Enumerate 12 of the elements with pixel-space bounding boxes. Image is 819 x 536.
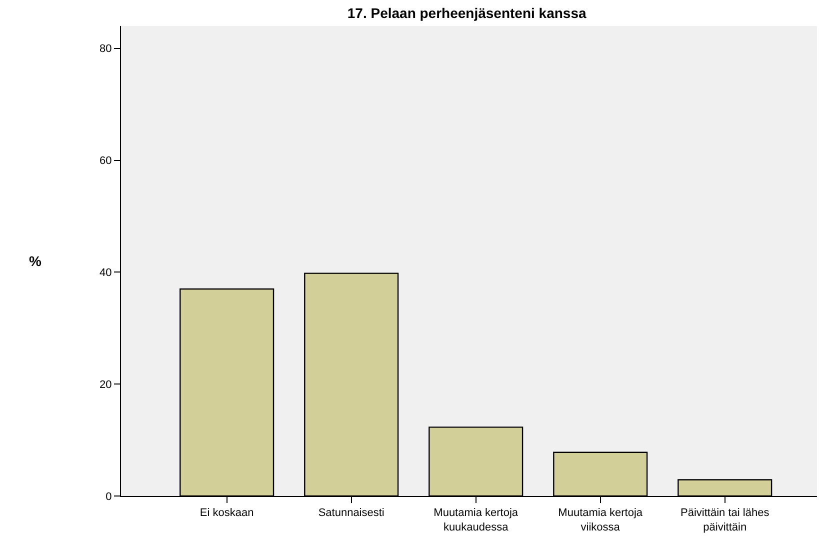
y-tick-label: 80 [100, 43, 112, 56]
y-axis-title: % [29, 253, 42, 269]
x-tick-label: Päivittäin tai lähes päivittäin [680, 507, 770, 534]
x-tick-label: Ei koskaan [200, 507, 254, 520]
chart-title: 17. Pelaan perheenjäsenteni kanssa [347, 4, 586, 21]
y-tick-label: 20 [100, 378, 112, 391]
x-tick-label: Satunnaisesti [318, 507, 384, 520]
x-tick-label: Muutamia kertoja kuukaudessa [434, 507, 519, 534]
y-tick-label: 0 [106, 490, 112, 503]
y-tick-label: 60 [100, 155, 112, 168]
x-tick-label: Muutamia kertoja viikossa [558, 507, 644, 534]
y-tick-label: 40 [100, 267, 112, 280]
